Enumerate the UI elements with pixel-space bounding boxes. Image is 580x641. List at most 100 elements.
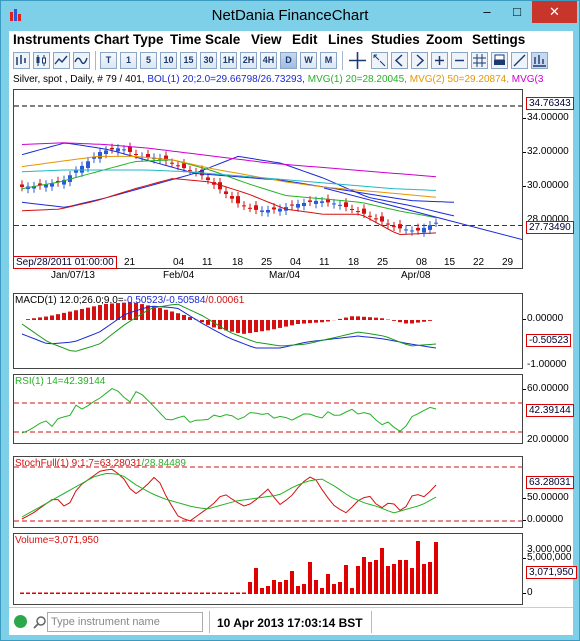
- menu-settings[interactable]: Settings: [472, 32, 526, 47]
- price-candle: [374, 218, 378, 220]
- timescale-4h-button[interactable]: 4H: [260, 52, 277, 69]
- line-chart-icon[interactable]: [53, 52, 70, 69]
- price-candle: [218, 182, 222, 190]
- scroll-left-icon[interactable]: [391, 52, 408, 69]
- macd-panel[interactable]: [13, 293, 523, 369]
- candle-chart-icon[interactable]: [33, 52, 50, 69]
- volume-bar: [56, 592, 60, 594]
- timescale-weekly-button[interactable]: W: [300, 52, 317, 69]
- price-candle: [296, 204, 300, 208]
- timescale-1min-button[interactable]: 1: [120, 52, 137, 69]
- rsi-scale: 60.00000 42.39144 20.00000: [523, 374, 574, 445]
- macd-histogram-bar: [290, 320, 294, 326]
- price-candle: [278, 208, 282, 212]
- stochastic-d-line: [21, 472, 437, 518]
- bollinger-lower-line: [21, 178, 437, 236]
- menu-edit[interactable]: Edit: [292, 32, 318, 47]
- app-logo-icon: [10, 9, 21, 21]
- price-tick: 32.00000: [527, 146, 569, 157]
- draw-line-icon[interactable]: [511, 52, 528, 69]
- timescale-30min-button[interactable]: 30: [200, 52, 217, 69]
- price-candle: [74, 170, 78, 173]
- macd-histogram-bar: [416, 320, 420, 323]
- volume-bar: [92, 592, 96, 594]
- timescale-daily-button[interactable]: D: [280, 52, 297, 69]
- price-candle: [338, 204, 342, 206]
- volume-bar: [374, 560, 378, 594]
- macd-histogram-bar: [266, 320, 270, 331]
- date-axis-month: Jan/07/13: [51, 270, 95, 281]
- menu-instruments[interactable]: Instruments: [13, 32, 91, 47]
- bar-chart-icon[interactable]: [13, 52, 30, 69]
- price-tick: 34.00000: [527, 112, 569, 123]
- timescale-15min-button[interactable]: 15: [180, 52, 197, 69]
- zoom-in-icon[interactable]: [431, 52, 448, 69]
- volume-panel[interactable]: [13, 533, 523, 605]
- rsi-panel[interactable]: [13, 374, 523, 444]
- volume-bar: [26, 592, 30, 594]
- macd-histogram-bar: [182, 314, 186, 320]
- macd-histogram-bar: [284, 320, 288, 327]
- scroll-right-icon[interactable]: [411, 52, 428, 69]
- volume-bar: [68, 592, 72, 594]
- timescale-monthly-button[interactable]: M: [320, 52, 337, 69]
- price-candle: [344, 202, 348, 207]
- print-icon[interactable]: [491, 52, 508, 69]
- volume-bar: [182, 592, 186, 594]
- price-candle: [254, 205, 258, 210]
- instrument-search-input[interactable]: [47, 612, 203, 632]
- timescale-5min-button[interactable]: 5: [140, 52, 157, 69]
- studies-icon[interactable]: [531, 52, 548, 69]
- wave-chart-icon[interactable]: [73, 52, 90, 69]
- price-candle: [302, 202, 306, 207]
- price-panel[interactable]: [13, 89, 523, 269]
- macd-histogram-bar: [350, 316, 354, 320]
- menu-time-scale[interactable]: Time Scale: [170, 32, 241, 47]
- menu-lines[interactable]: Lines: [328, 32, 364, 47]
- grid-icon[interactable]: [471, 52, 488, 69]
- stochastic-panel[interactable]: [13, 456, 523, 528]
- macd-histogram-bar: [278, 320, 282, 328]
- price-candle: [122, 149, 126, 151]
- volume-bar: [266, 586, 270, 594]
- stochastic-scale: 63.28031 50.00000 0.00000: [523, 456, 574, 528]
- macd-histogram-bar: [230, 320, 234, 332]
- price-candle: [116, 148, 120, 152]
- status-bar: 10 Apr 2013 17:03:14 BST: [9, 607, 573, 635]
- price-candle: [182, 163, 186, 169]
- timescale-tick-button[interactable]: T: [100, 52, 117, 69]
- macd-histogram-bar: [326, 320, 330, 322]
- macd-histogram-bar: [80, 308, 84, 320]
- close-button[interactable]: ✕: [532, 1, 577, 23]
- maximize-button[interactable]: □: [513, 4, 521, 19]
- volume-bar: [224, 592, 228, 594]
- status-timestamp: 10 Apr 2013 17:03:14 BST: [217, 616, 363, 630]
- volume-bar: [152, 592, 156, 594]
- menu-studies[interactable]: Studies: [371, 32, 420, 47]
- minimize-button[interactable]: –: [483, 4, 491, 19]
- price-candle: [404, 229, 408, 231]
- zoom-out-icon[interactable]: [451, 52, 468, 69]
- macd-histogram-bar: [206, 320, 210, 325]
- date-axis-day: 11: [202, 257, 213, 268]
- macd-histogram-bar: [374, 317, 378, 320]
- price-candle: [326, 198, 330, 203]
- crosshair-icon[interactable]: [348, 51, 367, 70]
- macd-tick: -1.00000: [527, 359, 567, 370]
- menu-zoom[interactable]: Zoom: [426, 32, 463, 47]
- menu-chart-type[interactable]: Chart Type: [94, 32, 164, 47]
- price-candle: [332, 203, 336, 205]
- timescale-10min-button[interactable]: 10: [160, 52, 177, 69]
- volume-bar: [50, 592, 54, 594]
- zoom-fit-icon[interactable]: [371, 52, 388, 69]
- price-candle: [32, 185, 36, 189]
- menu-view[interactable]: View: [251, 32, 282, 47]
- volume-bar: [140, 592, 144, 594]
- timescale-1h-button[interactable]: 1H: [220, 52, 237, 69]
- volume-tick: 3,000,000: [527, 544, 572, 555]
- timescale-2h-button[interactable]: 2H: [240, 52, 257, 69]
- price-candle: [98, 151, 102, 159]
- price-candle: [206, 177, 210, 181]
- volume-scale: 3,000,000 5,000,000 3,071,950 0: [523, 533, 577, 605]
- volume-bar: [188, 592, 192, 594]
